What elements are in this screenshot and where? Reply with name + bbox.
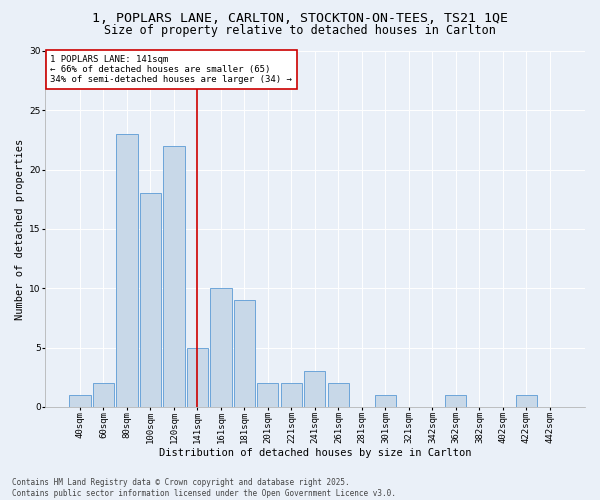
Y-axis label: Number of detached properties: Number of detached properties <box>15 138 25 320</box>
Text: Size of property relative to detached houses in Carlton: Size of property relative to detached ho… <box>104 24 496 37</box>
Bar <box>375 395 396 407</box>
Bar <box>281 383 302 407</box>
Bar <box>93 383 114 407</box>
Bar <box>140 194 161 407</box>
Text: 1, POPLARS LANE, CARLTON, STOCKTON-ON-TEES, TS21 1QE: 1, POPLARS LANE, CARLTON, STOCKTON-ON-TE… <box>92 12 508 26</box>
Bar <box>257 383 278 407</box>
X-axis label: Distribution of detached houses by size in Carlton: Distribution of detached houses by size … <box>158 448 471 458</box>
Bar <box>445 395 466 407</box>
Bar <box>187 348 208 407</box>
Bar <box>211 288 232 407</box>
Text: 1 POPLARS LANE: 141sqm
← 66% of detached houses are smaller (65)
34% of semi-det: 1 POPLARS LANE: 141sqm ← 66% of detached… <box>50 54 292 84</box>
Bar <box>70 395 91 407</box>
Bar <box>328 383 349 407</box>
Bar <box>234 300 255 407</box>
Text: Contains HM Land Registry data © Crown copyright and database right 2025.
Contai: Contains HM Land Registry data © Crown c… <box>12 478 396 498</box>
Bar <box>163 146 185 407</box>
Bar <box>116 134 137 407</box>
Bar <box>304 372 325 407</box>
Bar <box>516 395 537 407</box>
